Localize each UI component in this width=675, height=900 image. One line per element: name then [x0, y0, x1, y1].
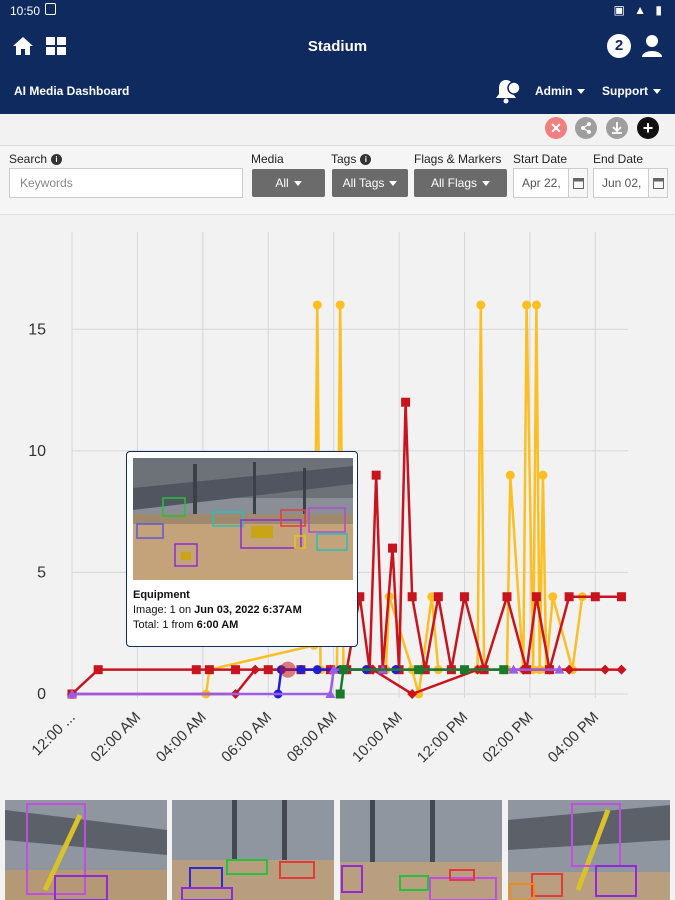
info-icon[interactable]: i [51, 154, 63, 165]
info-icon[interactable]: i [360, 154, 372, 165]
flags-label: Flags & Markers [414, 152, 502, 166]
chevron-down-icon [482, 181, 490, 187]
thumbnail-strip [0, 798, 675, 900]
home-icon[interactable] [12, 36, 34, 56]
system-status-icons: ▣ ▲ ▮ [613, 3, 665, 17]
data-point [508, 664, 519, 674]
tags-dropdown[interactable]: All Tags [332, 169, 408, 197]
tooltip-total-line: Total: 1 from 6:00 AM [133, 619, 239, 631]
data-point [505, 470, 515, 480]
app-header: Stadium 2 AI Media Dashboard Admin Suppo… [0, 22, 675, 114]
calendar-icon[interactable] [568, 168, 588, 198]
chevron-down-icon [293, 181, 302, 187]
media-label: Media [251, 152, 284, 166]
status-time: 10:50 [10, 4, 41, 18]
user-icon[interactable] [641, 34, 663, 58]
clear-filters-icon[interactable]: ✕ [545, 117, 567, 139]
end-date-field[interactable]: Jun 02, [593, 168, 649, 198]
thumbnail-image[interactable] [172, 800, 334, 900]
data-point [407, 689, 418, 699]
data-point [338, 665, 348, 675]
data-point [538, 470, 548, 480]
equipment-photo[interactable] [133, 458, 353, 580]
data-point [328, 664, 339, 674]
chevron-down-icon [577, 89, 586, 95]
notification-bell-icon[interactable] [493, 77, 521, 105]
search-input[interactable] [9, 168, 243, 198]
y-tick-label: 0 [37, 686, 46, 703]
media-dropdown[interactable]: All [252, 169, 325, 197]
data-point [312, 665, 322, 675]
dashboard-grid-icon[interactable] [45, 36, 67, 56]
chart-tooltip: Equipment Image: 1 on Jun 03, 2022 6:37A… [126, 451, 358, 647]
y-tick-label: 10 [28, 443, 46, 460]
data-point [191, 665, 201, 675]
data-point [204, 665, 214, 675]
data-point [414, 665, 424, 675]
calendar-icon[interactable] [648, 168, 668, 198]
data-point [554, 664, 565, 674]
data-point [250, 664, 261, 675]
thumbnail-image[interactable] [508, 800, 670, 900]
data-point [476, 300, 486, 310]
y-tick-label: 5 [37, 564, 46, 581]
dashboard-label: AI Media Dashboard [14, 84, 130, 98]
data-point [564, 592, 574, 602]
data-point [335, 689, 345, 699]
add-icon[interactable]: + [637, 117, 659, 139]
data-point [407, 592, 417, 602]
support-menu[interactable]: Support [602, 84, 661, 98]
data-point [325, 689, 336, 698]
hovered-point [279, 661, 296, 678]
data-point [401, 397, 411, 407]
search-label: Search i [9, 152, 63, 166]
data-point [335, 300, 345, 310]
data-point [231, 665, 241, 675]
data-point [93, 665, 103, 675]
data-point [388, 543, 398, 553]
thumbnail-image[interactable] [5, 800, 167, 900]
data-point [616, 664, 627, 675]
status-bar: 10:50 ▣ ▲ ▮ [0, 0, 675, 22]
data-point [531, 592, 541, 602]
end-date-label: End Date [593, 152, 644, 166]
start-date-field[interactable]: Apr 22, [513, 168, 569, 198]
data-point [616, 592, 626, 602]
data-point [371, 470, 381, 480]
download-icon[interactable] [606, 117, 628, 139]
data-point [312, 300, 322, 310]
data-point [355, 592, 365, 602]
tooltip-image-line: Image: 1 on Jun 03, 2022 6:37AM [133, 604, 302, 616]
data-point [548, 592, 558, 602]
data-point [459, 592, 469, 602]
data-point [459, 665, 469, 675]
chevron-down-icon [389, 181, 398, 187]
data-point [499, 665, 509, 675]
tooltip-title: Equipment [133, 589, 190, 601]
chevron-down-icon [653, 89, 661, 95]
tags-label: Tags i [331, 152, 372, 166]
data-point [531, 300, 541, 310]
series-line [72, 668, 622, 696]
data-point [433, 592, 443, 602]
help-count-badge[interactable]: 2 [607, 34, 631, 58]
thumbnail-image[interactable] [340, 800, 502, 900]
data-point [296, 665, 306, 675]
start-date-label: Start Date [513, 152, 568, 166]
page-title: Stadium [307, 38, 368, 55]
flags-dropdown[interactable]: All Flags [414, 169, 507, 197]
data-point [522, 300, 532, 310]
share-icon[interactable] [575, 117, 597, 139]
data-point [600, 664, 611, 675]
shopping-bag-icon [45, 3, 56, 15]
data-point [564, 664, 575, 675]
admin-menu[interactable]: Admin [535, 84, 586, 98]
data-point [590, 592, 600, 602]
data-point [502, 592, 512, 602]
data-point [67, 689, 77, 698]
y-tick-label: 15 [28, 321, 46, 338]
